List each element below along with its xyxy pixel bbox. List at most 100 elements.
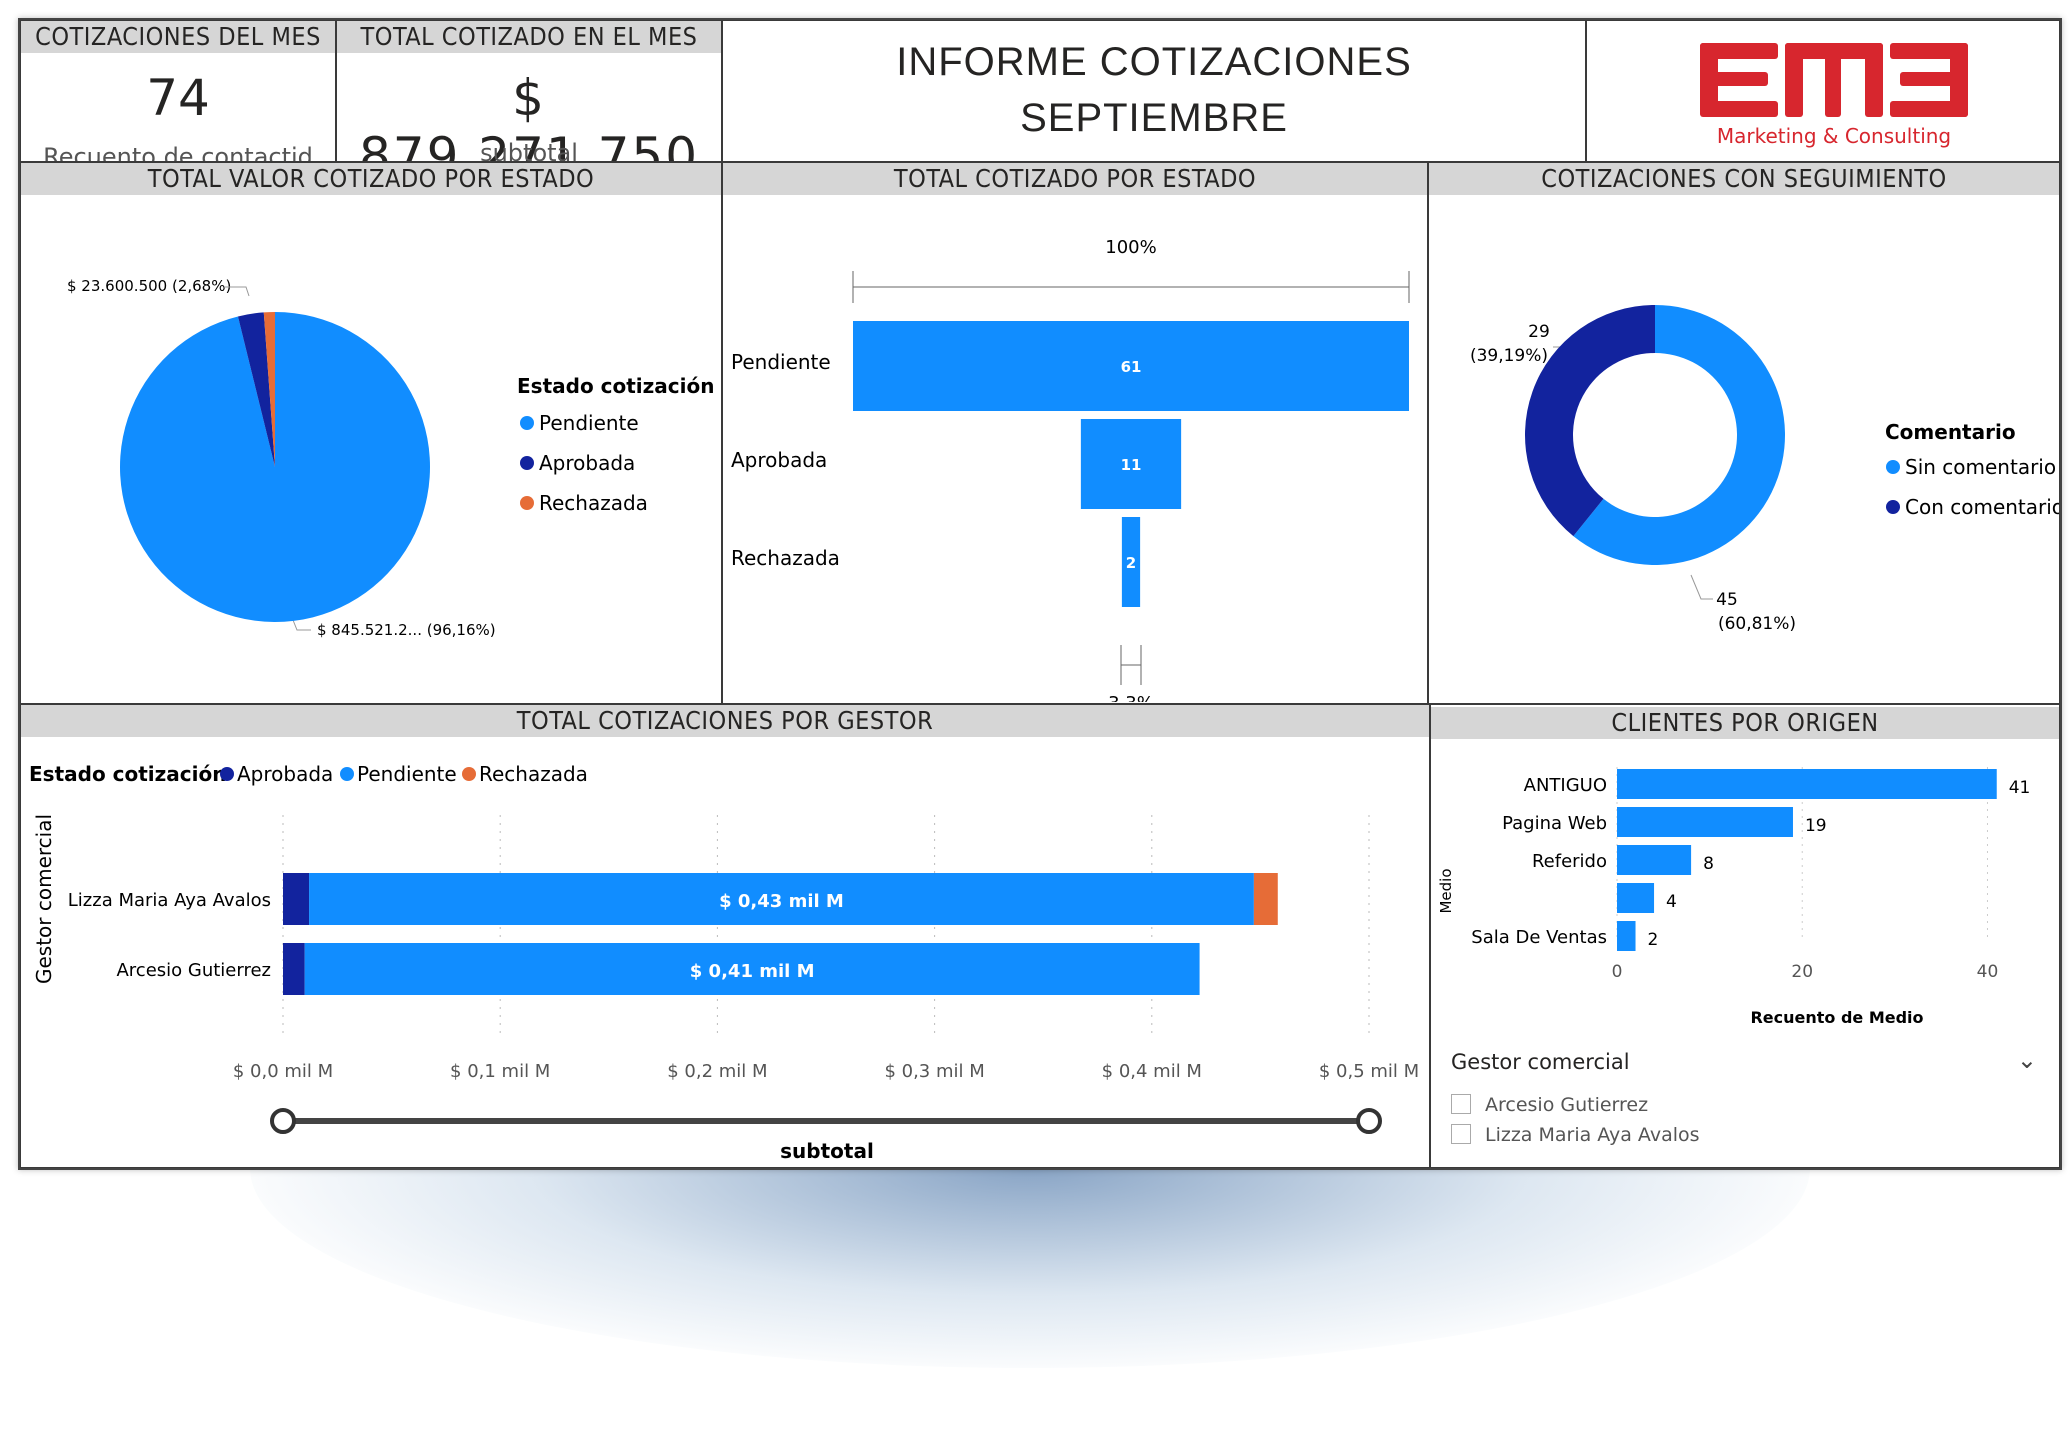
origen-ylabel: Medio: [1437, 868, 1455, 913]
origen-xlabel: Recuento de Medio: [1750, 1008, 1923, 1024]
reflection-shadow: [250, 1168, 1810, 1368]
donut-label-sin-pct: (60,81%): [1718, 614, 1796, 634]
pie-legend-aprobada[interactable]: Aprobada: [539, 451, 635, 475]
stacked-legend-dot-aprobada: [220, 767, 234, 781]
stacked-legend-aprobada[interactable]: Aprobada: [237, 762, 333, 786]
origen-bar[interactable]: [1617, 883, 1655, 913]
logo-card: Marketing & Consulting: [1586, 20, 2060, 162]
pie-label-aprobada: $ 23.600.500 (2,68%): [67, 277, 231, 295]
logo-tagline: Marketing & Consulting: [1717, 124, 1951, 148]
range-slider-max-handle[interactable]: [1356, 1108, 1382, 1134]
kpi-cotizaciones[interactable]: COTIZACIONES DEL MES 74 Recuento de cont…: [20, 20, 336, 162]
slicer-option-label: Arcesio Gutierrez: [1485, 1094, 1649, 1116]
kpi-cotizaciones-title: COTIZACIONES DEL MES: [21, 21, 335, 53]
funnel-bar-pendiente[interactable]: [853, 321, 1409, 411]
donut-title: COTIZACIONES CON SEGUIMIENTO: [1429, 163, 2059, 195]
report-title-line1: INFORME COTIZACIONES: [896, 40, 1412, 84]
origen-card[interactable]: CLIENTES POR ORIGEN Medio Recuento de Me…: [1430, 704, 2060, 1024]
funnel-value-label: 61: [1121, 358, 1142, 376]
checkbox-icon[interactable]: [1451, 1094, 1471, 1114]
pie-chart[interactable]: $ 23.600.500 (2,68%) $ 845.521.2... (96,…: [21, 197, 722, 702]
origen-bar[interactable]: [1617, 807, 1793, 837]
pie-legend-rechazada[interactable]: Rechazada: [539, 491, 648, 515]
report-title-line2: SEPTIEMBRE: [1020, 96, 1288, 140]
origen-bar[interactable]: [1617, 921, 1636, 951]
pie-slice-rechazada[interactable]: [263, 312, 275, 467]
donut-legend-sin[interactable]: Sin comentario: [1905, 455, 2056, 479]
stacked-xtick: $ 0,5 mil M: [1319, 1061, 1419, 1082]
origen-value-label: 41: [2009, 778, 2031, 798]
origen-category-label: Referido: [1532, 851, 1607, 872]
pie-legend-dot-aprobada: [520, 456, 534, 470]
pie-slice-aprobada[interactable]: [237, 312, 275, 467]
stacked-legend-title: Estado cotización: [29, 762, 226, 786]
funnel-chart[interactable]: 100% 3,3% Pendiente 61 Aprobada 11 Rechazada…: [723, 197, 1428, 702]
stacked-data-label: $ 0,43 mil M: [719, 891, 844, 912]
stacked-bar-pendiente[interactable]: [304, 943, 1200, 995]
stacked-bar-aprobada[interactable]: [283, 943, 305, 995]
kpi-total-title: TOTAL COTIZADO EN EL MES: [337, 21, 721, 53]
slicer-option-arcesio[interactable]: Arcesio Gutierrez: [1451, 1094, 1648, 1116]
stacked-xtick: $ 0,0 mil M: [233, 1061, 333, 1082]
report-title-card: INFORME COTIZACIONES SEPTIEMBRE: [722, 20, 1586, 162]
stacked-xtick: $ 0,1 mil M: [450, 1061, 550, 1082]
stacked-data-label: $ 0,41 mil M: [690, 961, 815, 982]
donut-leader-sin: [1690, 574, 1713, 600]
funnel-category-label: Aprobada: [731, 448, 827, 472]
stacked-bar-rechazada[interactable]: [1253, 873, 1278, 925]
stacked-bar-aprobada[interactable]: [283, 873, 310, 925]
stacked-chart[interactable]: Estado cotización Aprobada Pendiente Rec…: [21, 739, 1430, 1167]
donut-legend-con[interactable]: Con comentario: [1905, 495, 2060, 519]
slicer-option-lizza[interactable]: Lizza Maria Aya Avalos: [1451, 1124, 1700, 1146]
kpi-cotizaciones-subtitle: Recuento de contactid: [43, 143, 313, 162]
origen-title: CLIENTES POR ORIGEN: [1431, 707, 2059, 739]
origen-value-label: 8: [1703, 854, 1714, 874]
donut-legend-dot-sin: [1886, 460, 1900, 474]
origen-value-label: 4: [1666, 892, 1677, 912]
donut-slice-sin[interactable]: [1573, 305, 1785, 565]
donut-chart[interactable]: 29 (39,19%) 45 (60,81%) Comentario Sin c…: [1429, 197, 2060, 702]
kpi-total[interactable]: TOTAL COTIZADO EN EL MES $ 879.271.750 s…: [336, 20, 722, 162]
origen-category-label: ANTIGUO: [1524, 775, 1607, 796]
stacked-legend-dot-pendiente: [340, 767, 354, 781]
stacked-xtick: $ 0,4 mil M: [1102, 1061, 1202, 1082]
pie-slice-pendiente[interactable]: [119, 312, 430, 622]
pie-card[interactable]: TOTAL VALOR COTIZADO POR ESTADO $ 23.600…: [20, 162, 722, 704]
stacked-card[interactable]: TOTAL COTIZACIONES POR GESTOR Estado cot…: [20, 704, 1430, 1168]
stacked-xtick: $ 0,2 mil M: [667, 1061, 767, 1082]
gestor-slicer[interactable]: Gestor comercial ⌄ Arcesio Gutierrez Liz…: [1430, 1024, 2060, 1168]
donut-slice-con[interactable]: [1525, 305, 1655, 537]
slicer-option-label: Lizza Maria Aya Avalos: [1485, 1124, 1700, 1146]
chevron-down-icon[interactable]: ⌄: [2016, 1046, 2037, 1074]
stacked-bar-pendiente[interactable]: [309, 873, 1254, 925]
origen-xtick: 0: [1612, 962, 1623, 982]
funnel-card[interactable]: TOTAL COTIZADO POR ESTADO 100% 3,3% Pend…: [722, 162, 1428, 704]
origen-bar[interactable]: [1617, 769, 1997, 799]
funnel-bar-rechazada[interactable]: [1121, 517, 1141, 607]
eme-logo-mark: [1700, 43, 1968, 117]
stacked-legend-rechazada[interactable]: Rechazada: [479, 762, 588, 786]
origen-category-label: Sala De Ventas: [1471, 927, 1607, 948]
funnel-bar-aprobada[interactable]: [1080, 419, 1182, 509]
funnel-value-label: 11: [1121, 456, 1142, 474]
stacked-legend-pendiente[interactable]: Pendiente: [357, 762, 457, 786]
funnel-top-label: 100%: [1105, 237, 1156, 258]
origen-chart[interactable]: Medio Recuento de Medio 0 20 40 ANTIGUO 41 Pa…: [1431, 741, 2060, 1024]
kpi-total-value: $ 879.271.750: [358, 69, 700, 162]
origen-value-label: 19: [1805, 816, 1827, 836]
kpi-cotizaciones-value: 74: [146, 69, 210, 127]
pie-legend-dot-rechazada: [520, 496, 534, 510]
range-slider-min-handle[interactable]: [270, 1108, 296, 1134]
origen-value-label: 2: [1648, 930, 1659, 950]
funnel-category-label: Pendiente: [731, 350, 831, 374]
stacked-category-label: Lizza Maria Aya Avalos: [68, 890, 271, 911]
kpi-total-subtitle: subtotal: [480, 139, 578, 162]
donut-card[interactable]: COTIZACIONES CON SEGUIMIENTO 29 (39,19%)…: [1428, 162, 2060, 704]
stacked-category-label: Arcesio Gutierrez: [116, 960, 271, 981]
origen-bar[interactable]: [1617, 845, 1692, 875]
checkbox-icon[interactable]: [1451, 1124, 1471, 1144]
pie-legend-pendiente[interactable]: Pendiente: [539, 411, 639, 435]
stacked-xtick: $ 0,3 mil M: [884, 1061, 984, 1082]
pie-title: TOTAL VALOR COTIZADO POR ESTADO: [21, 163, 721, 195]
dashboard: COTIZACIONES DEL MES 74 Recuento de cont…: [18, 18, 2062, 1170]
